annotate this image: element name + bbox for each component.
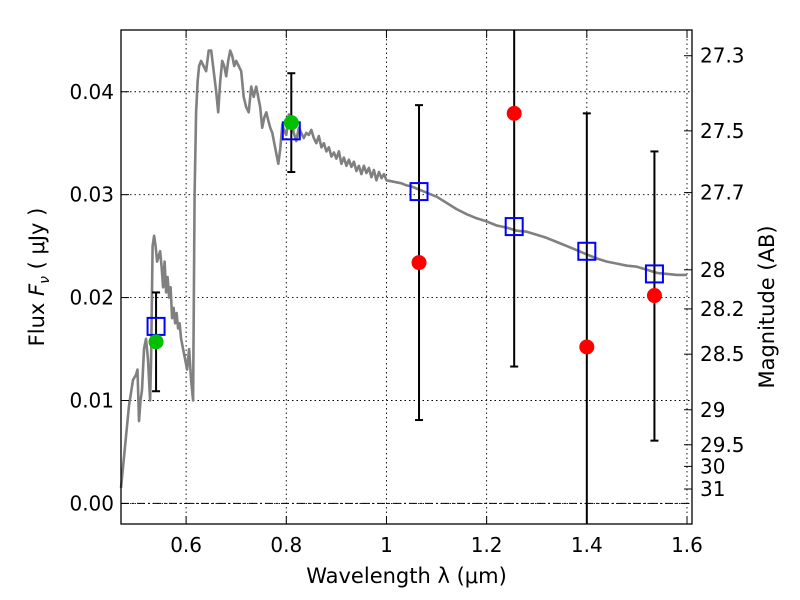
data-point-circle [579,339,595,355]
x-tick-label: 1 [380,533,393,557]
data-point-circle [411,255,427,271]
right-tick-label: 27.5 [700,119,745,143]
data-point-circle [506,105,522,121]
right-tick-label: 27.7 [700,181,745,205]
y-tick-label: 0.02 [69,286,114,310]
y-tick-label: 0.01 [69,389,114,413]
x-tick-label: 1.2 [471,533,503,557]
y-tick-label: 0.03 [69,183,114,207]
right-tick-label: 28.5 [700,342,745,366]
data-point-square [644,264,664,284]
grid [121,30,692,524]
x-tick-label: 0.6 [170,533,202,557]
y-axis-label: Flux Fν ( μJy ) [25,208,53,347]
right-tick-label: 29.5 [700,433,745,457]
y-tick-label: 0.00 [69,491,114,515]
data-point-square [577,241,597,261]
data-point-square [504,217,524,237]
data-point-circle [646,288,662,304]
right-tick-label: 28 [700,258,725,282]
plot-frame [120,29,693,525]
data-point-circle [148,334,164,350]
spectrum-line [119,49,687,489]
x-axis-label: Wavelength λ (μm) [306,564,507,588]
data-point-square [409,182,429,202]
right-tick-label: 31 [700,477,725,501]
right-tick-label: 30 [700,454,725,478]
y-tick-label: 0.04 [69,80,114,104]
model-spectrum [119,49,687,489]
right-tick-label: 29 [700,398,725,422]
y-axis-label-right: Magnitude (AB) [755,225,779,388]
data-point-circle [283,115,299,131]
axis-ticks: 0.6 0.8 1 1.2 1.4 1.6 0.00 0.01 0.02 0.03 0.04 27.3… [69,30,745,557]
right-tick-label: 28.2 [700,297,745,321]
x-tick-label: 1.4 [571,533,603,557]
right-tick-label: 27.3 [700,44,745,68]
error-bars [152,30,659,524]
x-tick-label: 0.8 [270,533,302,557]
data-markers [146,105,664,355]
x-tick-label: 1.6 [671,533,703,557]
